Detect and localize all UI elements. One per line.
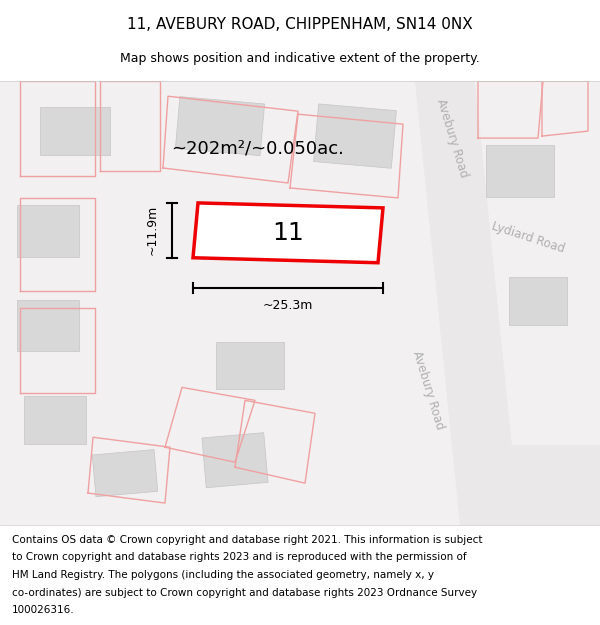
Polygon shape bbox=[40, 107, 110, 155]
Polygon shape bbox=[24, 396, 86, 444]
Polygon shape bbox=[17, 299, 79, 351]
Text: 100026316.: 100026316. bbox=[12, 605, 74, 615]
Polygon shape bbox=[415, 81, 520, 525]
Polygon shape bbox=[509, 277, 567, 324]
Polygon shape bbox=[314, 104, 397, 168]
Polygon shape bbox=[486, 145, 554, 197]
Text: Avebury Road: Avebury Road bbox=[434, 97, 470, 179]
Text: Avebury Road: Avebury Road bbox=[410, 349, 446, 431]
Polygon shape bbox=[175, 97, 265, 156]
Text: Map shows position and indicative extent of the property.: Map shows position and indicative extent… bbox=[120, 52, 480, 65]
Polygon shape bbox=[193, 203, 383, 262]
Text: HM Land Registry. The polygons (including the associated geometry, namely x, y: HM Land Registry. The polygons (includin… bbox=[12, 570, 434, 580]
Polygon shape bbox=[92, 449, 158, 497]
Text: 11, AVEBURY ROAD, CHIPPENHAM, SN14 0NX: 11, AVEBURY ROAD, CHIPPENHAM, SN14 0NX bbox=[127, 17, 473, 32]
Text: ~202m²/~0.050ac.: ~202m²/~0.050ac. bbox=[172, 139, 344, 157]
Text: co-ordinates) are subject to Crown copyright and database rights 2023 Ordnance S: co-ordinates) are subject to Crown copyr… bbox=[12, 588, 477, 598]
Text: Contains OS data © Crown copyright and database right 2021. This information is : Contains OS data © Crown copyright and d… bbox=[12, 535, 482, 545]
Text: ~25.3m: ~25.3m bbox=[263, 299, 313, 312]
Text: to Crown copyright and database rights 2023 and is reproduced with the permissio: to Crown copyright and database rights 2… bbox=[12, 552, 467, 562]
Text: 11: 11 bbox=[272, 221, 304, 245]
Text: ~11.9m: ~11.9m bbox=[146, 205, 158, 256]
Polygon shape bbox=[17, 205, 79, 257]
Polygon shape bbox=[460, 445, 600, 525]
Polygon shape bbox=[216, 341, 284, 389]
Text: Lydiard Road: Lydiard Road bbox=[490, 220, 566, 256]
Polygon shape bbox=[202, 432, 268, 488]
